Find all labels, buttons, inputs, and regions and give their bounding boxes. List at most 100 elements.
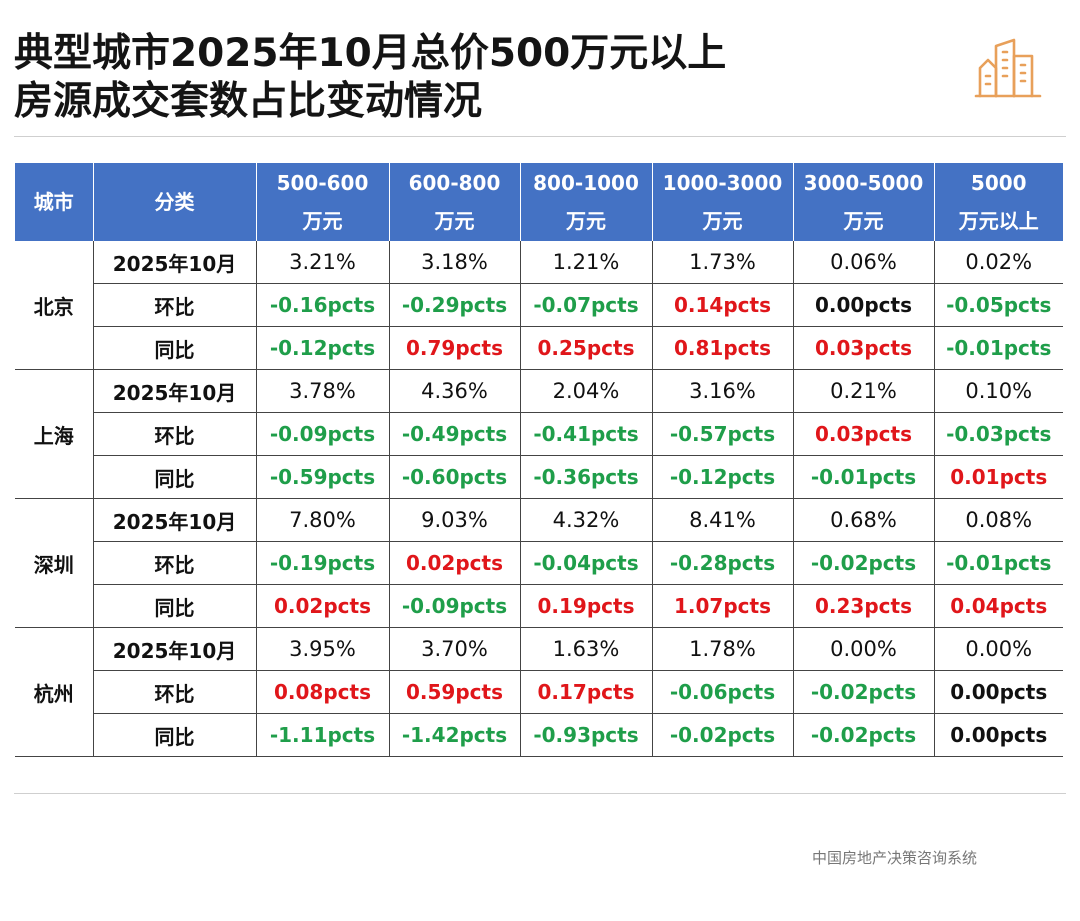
value-cell: 0.06% <box>793 241 934 284</box>
city-name-cell: 杭州 <box>15 628 93 757</box>
header-col-3: 800-1000 万元 <box>520 163 652 241</box>
row-label-cell: 2025年10月 <box>93 499 256 542</box>
value-cell: 0.25pcts <box>520 327 652 370</box>
table-row: 环比 -0.09pcts -0.49pcts -0.41pcts -0.57pcts 0.… <box>15 413 1063 456</box>
value-cell: 9.03% <box>389 499 520 542</box>
value-cell: 0.81pcts <box>652 327 793 370</box>
value-cell: 2.04% <box>520 370 652 413</box>
row-label-cell: 同比 <box>93 585 256 628</box>
city-name-cell: 上海 <box>15 370 93 499</box>
row-label-cell: 环比 <box>93 542 256 585</box>
value-cell: -0.93pcts <box>520 714 652 757</box>
value-cell: 0.03pcts <box>793 413 934 456</box>
value-cell: -0.28pcts <box>652 542 793 585</box>
value-cell: 7.80% <box>256 499 389 542</box>
value-cell: 0.02% <box>934 241 1063 284</box>
table-row: 杭州 2025年10月 3.95% 3.70% 1.63% 1.78% 0.00% 0.00% <box>15 628 1063 671</box>
header-col-4-range: 1000-3000 <box>653 164 793 202</box>
page-title: 典型城市2025年10月总价500万元以上 房源成交套数占比变动情况 <box>14 30 914 126</box>
table-row: 同比 -1.11pcts -1.42pcts -0.93pcts -0.02pcts -0… <box>15 714 1063 757</box>
value-cell: 3.70% <box>389 628 520 671</box>
header-col-3-range: 800-1000 <box>521 164 652 202</box>
value-cell: -0.12pcts <box>256 327 389 370</box>
row-label-cell: 环比 <box>93 413 256 456</box>
value-cell: -0.07pcts <box>520 284 652 327</box>
value-cell: 1.78% <box>652 628 793 671</box>
value-cell: -0.01pcts <box>934 327 1063 370</box>
row-label-cell: 2025年10月 <box>93 370 256 413</box>
value-cell: 0.01pcts <box>934 456 1063 499</box>
value-cell: -0.57pcts <box>652 413 793 456</box>
title-line-2: 房源成交套数占比变动情况 <box>14 78 914 126</box>
header-city: 城市 <box>15 163 93 241</box>
table-row: 同比 0.02pcts -0.09pcts 0.19pcts 1.07pcts 0.23p… <box>15 585 1063 628</box>
header-col-5-unit: 万元 <box>794 202 934 240</box>
table-row: 上海 2025年10月 3.78% 4.36% 2.04% 3.16% 0.21% 0.10% <box>15 370 1063 413</box>
value-cell: -0.02pcts <box>652 714 793 757</box>
header-col-5-range: 3000-5000 <box>794 164 934 202</box>
row-label-cell: 2025年10月 <box>93 241 256 284</box>
header-col-1-unit: 万元 <box>257 202 389 240</box>
table-body: 北京 2025年10月 3.21% 3.18% 1.21% 1.73% 0.06% 0.02%… <box>15 241 1063 757</box>
table-header-row: 城市 分类 500-600 万元 600-800 万元 800-1000 万元 100… <box>15 163 1063 241</box>
value-cell: 0.03pcts <box>793 327 934 370</box>
table-row: 北京 2025年10月 3.21% 3.18% 1.21% 1.73% 0.06% 0.02% <box>15 241 1063 284</box>
value-cell: 3.78% <box>256 370 389 413</box>
value-cell: 0.00pcts <box>793 284 934 327</box>
table-row: 同比 -0.59pcts -0.60pcts -0.36pcts -0.12pcts -0… <box>15 456 1063 499</box>
value-cell: -0.09pcts <box>389 585 520 628</box>
value-cell: 0.02pcts <box>389 542 520 585</box>
city-name-cell: 北京 <box>15 241 93 370</box>
value-cell: 0.00% <box>793 628 934 671</box>
value-cell: -1.11pcts <box>256 714 389 757</box>
value-cell: -0.36pcts <box>520 456 652 499</box>
header-col-4: 1000-3000 万元 <box>652 163 793 241</box>
header-col-1-range: 500-600 <box>257 164 389 202</box>
value-cell: 0.21% <box>793 370 934 413</box>
header-col-5: 3000-5000 万元 <box>793 163 934 241</box>
header-col-6-unit: 万元以上 <box>935 202 1064 240</box>
value-cell: 0.10% <box>934 370 1063 413</box>
value-cell: 0.04pcts <box>934 585 1063 628</box>
header-col-2-unit: 万元 <box>390 202 520 240</box>
title-line-1: 典型城市2025年10月总价500万元以上 <box>14 30 914 78</box>
value-cell: 4.36% <box>389 370 520 413</box>
city-name-cell: 深圳 <box>15 499 93 628</box>
value-cell: 8.41% <box>652 499 793 542</box>
value-cell: -0.01pcts <box>934 542 1063 585</box>
value-cell: 0.79pcts <box>389 327 520 370</box>
row-label-cell: 环比 <box>93 671 256 714</box>
value-cell: -0.06pcts <box>652 671 793 714</box>
value-cell: 0.17pcts <box>520 671 652 714</box>
row-label-cell: 2025年10月 <box>93 628 256 671</box>
header-col-2: 600-800 万元 <box>389 163 520 241</box>
value-cell: -0.12pcts <box>652 456 793 499</box>
value-cell: 3.21% <box>256 241 389 284</box>
value-cell: 1.07pcts <box>652 585 793 628</box>
header-col-6-range: 5000 <box>935 164 1064 202</box>
value-cell: 1.73% <box>652 241 793 284</box>
header-category: 分类 <box>93 163 256 241</box>
row-label-cell: 同比 <box>93 714 256 757</box>
header-col-6: 5000 万元以上 <box>934 163 1063 241</box>
header-col-1: 500-600 万元 <box>256 163 389 241</box>
header-divider <box>14 136 1066 137</box>
value-cell: 0.00% <box>934 628 1063 671</box>
value-cell: -0.09pcts <box>256 413 389 456</box>
value-cell: -0.29pcts <box>389 284 520 327</box>
footer-divider <box>14 793 1066 794</box>
value-cell: -0.02pcts <box>793 542 934 585</box>
value-cell: -1.42pcts <box>389 714 520 757</box>
value-cell: -0.05pcts <box>934 284 1063 327</box>
header-col-4-unit: 万元 <box>653 202 793 240</box>
value-cell: 3.95% <box>256 628 389 671</box>
value-cell: -0.49pcts <box>389 413 520 456</box>
row-label-cell: 同比 <box>93 327 256 370</box>
value-cell: 0.14pcts <box>652 284 793 327</box>
value-cell: 0.08pcts <box>256 671 389 714</box>
value-cell: 3.16% <box>652 370 793 413</box>
value-cell: 0.23pcts <box>793 585 934 628</box>
value-cell: -0.16pcts <box>256 284 389 327</box>
row-label-cell: 环比 <box>93 284 256 327</box>
table-row: 深圳 2025年10月 7.80% 9.03% 4.32% 8.41% 0.68% 0.08% <box>15 499 1063 542</box>
